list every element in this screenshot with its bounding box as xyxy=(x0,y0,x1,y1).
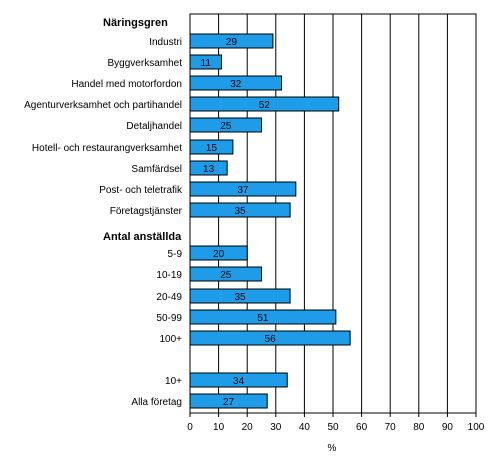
bar xyxy=(189,54,222,70)
category-label: Detaljhandel xyxy=(126,121,182,132)
x-axis-title: % xyxy=(328,443,337,454)
bar xyxy=(189,75,283,91)
x-tick-label: 40 xyxy=(299,422,311,433)
x-tick-label: 20 xyxy=(242,422,254,433)
bar xyxy=(189,139,234,155)
category-label: Agenturverksamhet och partihandel xyxy=(24,100,182,111)
x-tick-label: 10 xyxy=(213,422,225,433)
x-tick-label: 100 xyxy=(468,422,485,433)
x-tick-label: 90 xyxy=(442,422,454,433)
x-tick-label: 50 xyxy=(327,422,339,433)
data-label: 27 xyxy=(223,397,235,408)
data-label: 13 xyxy=(203,164,215,175)
category-label: Byggverksamhet xyxy=(108,58,183,69)
data-label: 37 xyxy=(237,185,249,196)
bar xyxy=(189,202,291,218)
category-label: Hotell- och restaurangverksamhet xyxy=(32,143,182,154)
category-label: 20-49 xyxy=(156,292,182,303)
category-label: Samfärdsel xyxy=(131,164,182,175)
group-heading: Näringsgren xyxy=(103,17,168,29)
bar xyxy=(189,309,337,325)
category-label: 50-99 xyxy=(156,313,182,324)
category-label: Företagstjänster xyxy=(110,206,183,217)
category-label: Alla företag xyxy=(131,397,182,408)
category-label: 10+ xyxy=(165,376,182,387)
data-label: 35 xyxy=(234,206,246,217)
data-label: 20 xyxy=(213,249,225,260)
bar xyxy=(189,117,262,133)
bar xyxy=(189,330,351,346)
x-tick-label: 70 xyxy=(385,422,397,433)
category-label: 10-19 xyxy=(156,270,182,281)
bar xyxy=(189,245,248,261)
category-label: Post- och teletrafik xyxy=(99,185,183,196)
bar xyxy=(189,96,340,112)
data-label: 52 xyxy=(259,100,271,111)
group-heading: Antal anställda xyxy=(103,231,182,243)
bar xyxy=(189,288,291,304)
category-label: 100+ xyxy=(159,334,182,345)
data-label: 11 xyxy=(201,58,212,69)
data-label: 34 xyxy=(233,376,245,387)
x-tick-label: 80 xyxy=(413,422,425,433)
category-label: 5-9 xyxy=(168,249,183,260)
x-tick-label: 30 xyxy=(270,422,282,433)
x-tick-label: 60 xyxy=(356,422,368,433)
bar xyxy=(189,33,274,49)
category-label: Industri xyxy=(149,37,182,48)
data-label: 56 xyxy=(265,334,277,345)
data-label: 35 xyxy=(234,292,246,303)
category-label: Handel med motorfordon xyxy=(71,79,182,90)
data-label: 15 xyxy=(206,143,218,154)
bar xyxy=(189,393,268,409)
bars xyxy=(189,33,351,409)
data-label: 32 xyxy=(230,79,242,90)
bar xyxy=(189,160,228,176)
labels: 0 10 20 30 40 50 60 70 80 90 100 Näringsgren Industr… xyxy=(24,17,485,433)
data-label: 51 xyxy=(257,313,269,324)
data-label: 25 xyxy=(220,121,232,132)
bar xyxy=(189,372,288,388)
data-label: 25 xyxy=(220,270,232,281)
x-tick-label: 0 xyxy=(187,422,193,433)
bar xyxy=(189,181,297,197)
data-label: 29 xyxy=(226,37,238,48)
bar xyxy=(189,266,262,282)
